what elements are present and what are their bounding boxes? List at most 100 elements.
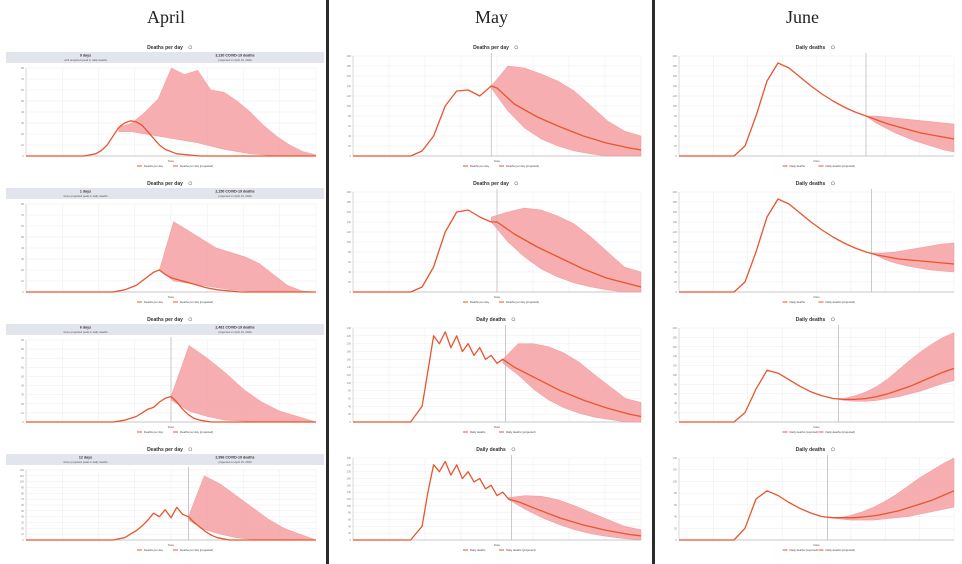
y-tick-label: 100 (347, 240, 352, 244)
y-tick-label: 20 (674, 144, 677, 148)
y-tick-label: 140 (347, 220, 352, 224)
legend-label: Daily deaths (470, 430, 486, 434)
y-tick-label: 140 (673, 456, 678, 460)
column-divider-left (326, 0, 329, 564)
chart-panel: Deaths per day 0 20 40 60 80 100 120 140 160 180 20… (347, 45, 642, 168)
y-tick-label: 80 (674, 250, 677, 254)
y-tick-label: 0 (350, 538, 352, 542)
legend-label: Deaths per day (projected) (180, 164, 213, 168)
y-tick-label: 180 (347, 477, 352, 481)
chart-panel: Daily deaths 0 20 40 60 80 100 120 140 160 180 200 D… (673, 181, 955, 304)
y-tick-label: 200 (673, 54, 678, 58)
y-tick-label: 10 (21, 279, 24, 283)
chart-panel: Deaths per day 0 20 40 60 80 100 120 140 160 180 20… (347, 181, 642, 304)
y-tick-label: 240 (347, 326, 352, 330)
series-line (353, 209, 642, 293)
x-axis-label: Date (494, 159, 501, 163)
stat-value: 3,130 COVID-19 deaths (215, 54, 254, 58)
y-tick-label: 120 (347, 94, 352, 98)
legend-label: Daily deaths (projected) (826, 300, 856, 304)
y-tick-label: 0 (23, 154, 25, 158)
y-tick-label: 60 (348, 397, 351, 401)
y-tick-label: 140 (347, 84, 352, 88)
x-axis-label: Date (168, 159, 175, 163)
y-tick-label: 160 (673, 74, 678, 78)
column-title-june: June (786, 7, 819, 27)
y-tick-label: 0 (350, 154, 352, 158)
y-tick-label: 40 (348, 134, 351, 138)
y-tick-label: 120 (347, 373, 352, 377)
x-axis-label: Date (494, 543, 501, 547)
series-line (26, 269, 316, 293)
y-tick-label: 10 (21, 411, 24, 415)
y-tick-label: 80 (348, 250, 351, 254)
stat-value: 2,150 COVID-19 deaths (215, 190, 254, 194)
legend-label: Deaths per day (144, 430, 164, 434)
y-tick-label: 60 (348, 260, 351, 264)
info-icon (188, 181, 193, 186)
x-axis-label: Date (168, 543, 175, 547)
legend-label: Daily deaths (projected) (826, 430, 856, 434)
y-tick-label: 100 (673, 373, 678, 377)
y-tick-label: 180 (347, 64, 352, 68)
stat-box (6, 188, 324, 199)
stat-value: 2,996 COVID-19 deaths (215, 456, 254, 460)
legend-label: Deaths per day (144, 164, 164, 168)
info-icon (188, 447, 193, 452)
x-axis-label: Date (813, 543, 820, 547)
y-tick-label: 140 (673, 84, 678, 88)
y-tick-label: 140 (347, 365, 352, 369)
y-tick-label: 60 (674, 260, 677, 264)
y-tick-label: 180 (673, 335, 678, 339)
series-line (26, 395, 316, 423)
y-tick-label: 80 (21, 202, 24, 206)
y-tick-label: 50 (21, 235, 24, 239)
y-tick-label: 220 (347, 463, 352, 467)
y-tick-label: 0 (350, 420, 352, 424)
y-tick-label: 140 (673, 354, 678, 358)
y-tick-label: 20 (674, 280, 677, 284)
y-tick-label: 20 (21, 402, 24, 406)
x-axis-label: Date (494, 425, 501, 429)
series-line (679, 367, 955, 423)
y-tick-label: 40 (21, 515, 24, 519)
y-tick-label: 100 (347, 381, 352, 385)
column-title-april: April (147, 7, 185, 27)
x-axis-label: Date (813, 295, 820, 299)
uncertainty-band (871, 242, 955, 273)
y-tick-label: 40 (674, 134, 677, 138)
stat-label: since projected peak in daily deaths (63, 194, 108, 198)
y-tick-label: 100 (673, 240, 678, 244)
y-tick-label: 80 (21, 66, 24, 70)
y-tick-label: 40 (21, 246, 24, 250)
stat-label: projected on April 16, 2020 (218, 58, 252, 62)
column-divider-right (652, 0, 655, 564)
y-tick-label: 20 (348, 531, 351, 535)
legend-label: Daily deaths (reported) (790, 548, 819, 552)
y-tick-label: 10 (21, 143, 24, 147)
y-tick-label: 70 (21, 77, 24, 81)
stat-label: projected on April 15, 2020 (218, 330, 252, 334)
y-tick-label: 80 (348, 389, 351, 393)
legend-label: Deaths per day (projected) (180, 430, 213, 434)
chart-panel: Daily deaths 0 20 40 60 80 100 120 140 160 180 200 2… (347, 447, 642, 552)
stat-value: 1 days (80, 190, 91, 194)
chart-title: Daily deaths (796, 45, 826, 51)
info-icon (831, 317, 835, 322)
chart-title: Daily deaths (476, 317, 506, 323)
y-tick-label: 160 (347, 74, 352, 78)
x-axis-label: Date (168, 295, 175, 299)
y-tick-label: 30 (21, 521, 24, 525)
y-tick-label: 90 (21, 486, 24, 490)
info-icon (514, 45, 519, 50)
chart-title: Daily deaths (796, 447, 826, 453)
uncertainty-band (865, 115, 955, 153)
y-tick-label: 160 (347, 357, 352, 361)
stat-label: projected on April 15, 2020 (218, 194, 252, 198)
stat-value: 6 days (80, 326, 91, 330)
y-tick-label: 160 (347, 483, 352, 487)
stat-label: projected on April 15, 2020 (218, 460, 252, 464)
y-tick-label: 180 (347, 200, 352, 204)
x-axis-label: Date (813, 425, 820, 429)
y-tick-label: 180 (673, 200, 678, 204)
